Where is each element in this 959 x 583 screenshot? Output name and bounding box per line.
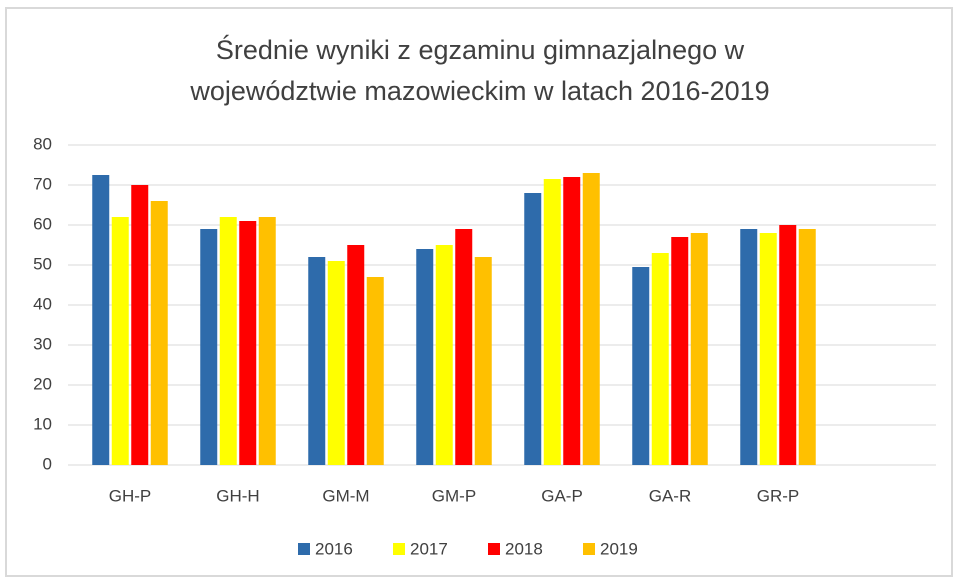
bar: [474, 257, 492, 465]
y-tick-label: 40: [33, 294, 52, 313]
bar: [455, 229, 473, 465]
legend-label: 2016: [315, 539, 353, 558]
bar: [759, 233, 777, 465]
legend-label: 2018: [505, 539, 543, 558]
y-tick-label: 70: [33, 174, 52, 193]
legend-swatch: [393, 543, 405, 555]
chart-title: województwie mazowieckim w latach 2016-2…: [189, 76, 769, 106]
legend-swatch: [583, 543, 595, 555]
legend-swatch: [488, 543, 500, 555]
bar: [435, 245, 453, 465]
bar: [200, 229, 218, 465]
bar: [366, 277, 384, 465]
bar: [327, 261, 345, 465]
bar: [740, 229, 758, 465]
y-tick-label: 50: [33, 254, 52, 273]
bar: [563, 177, 581, 465]
bar: [416, 249, 434, 465]
x-tick-label: GR-P: [757, 486, 800, 505]
bar: [543, 179, 561, 465]
bar: [798, 229, 816, 465]
bar: [150, 201, 168, 465]
x-tick-label: GM-P: [432, 486, 476, 505]
bar: [219, 217, 237, 465]
bar: [632, 267, 650, 465]
y-tick-label: 30: [33, 334, 52, 353]
bar: [111, 217, 129, 465]
bar: [651, 253, 669, 465]
x-tick-label: GH-P: [109, 486, 152, 505]
bar: [131, 185, 149, 465]
y-tick-label: 20: [33, 374, 52, 393]
bar: [239, 221, 257, 465]
legend-swatch: [298, 543, 310, 555]
chart-title: Średnie wyniki z egzaminu gimnazjalnego …: [216, 33, 745, 65]
legend-label: 2019: [600, 539, 638, 558]
y-tick-label: 0: [43, 454, 52, 473]
x-tick-label: GM-M: [322, 486, 369, 505]
bar: [92, 175, 110, 465]
x-tick-label: GH-H: [216, 486, 259, 505]
bar: [347, 245, 365, 465]
bar: [258, 217, 276, 465]
y-tick-label: 60: [33, 214, 52, 233]
bar: [671, 237, 689, 465]
bar: [690, 233, 708, 465]
y-tick-label: 10: [33, 414, 52, 433]
bar: [524, 193, 542, 465]
bar: [779, 225, 797, 465]
bar: [308, 257, 326, 465]
y-tick-label: 80: [33, 134, 52, 153]
x-tick-label: GA-P: [541, 486, 583, 505]
x-tick-label: GA-R: [649, 486, 692, 505]
bar: [582, 173, 600, 465]
legend-label: 2017: [410, 539, 448, 558]
